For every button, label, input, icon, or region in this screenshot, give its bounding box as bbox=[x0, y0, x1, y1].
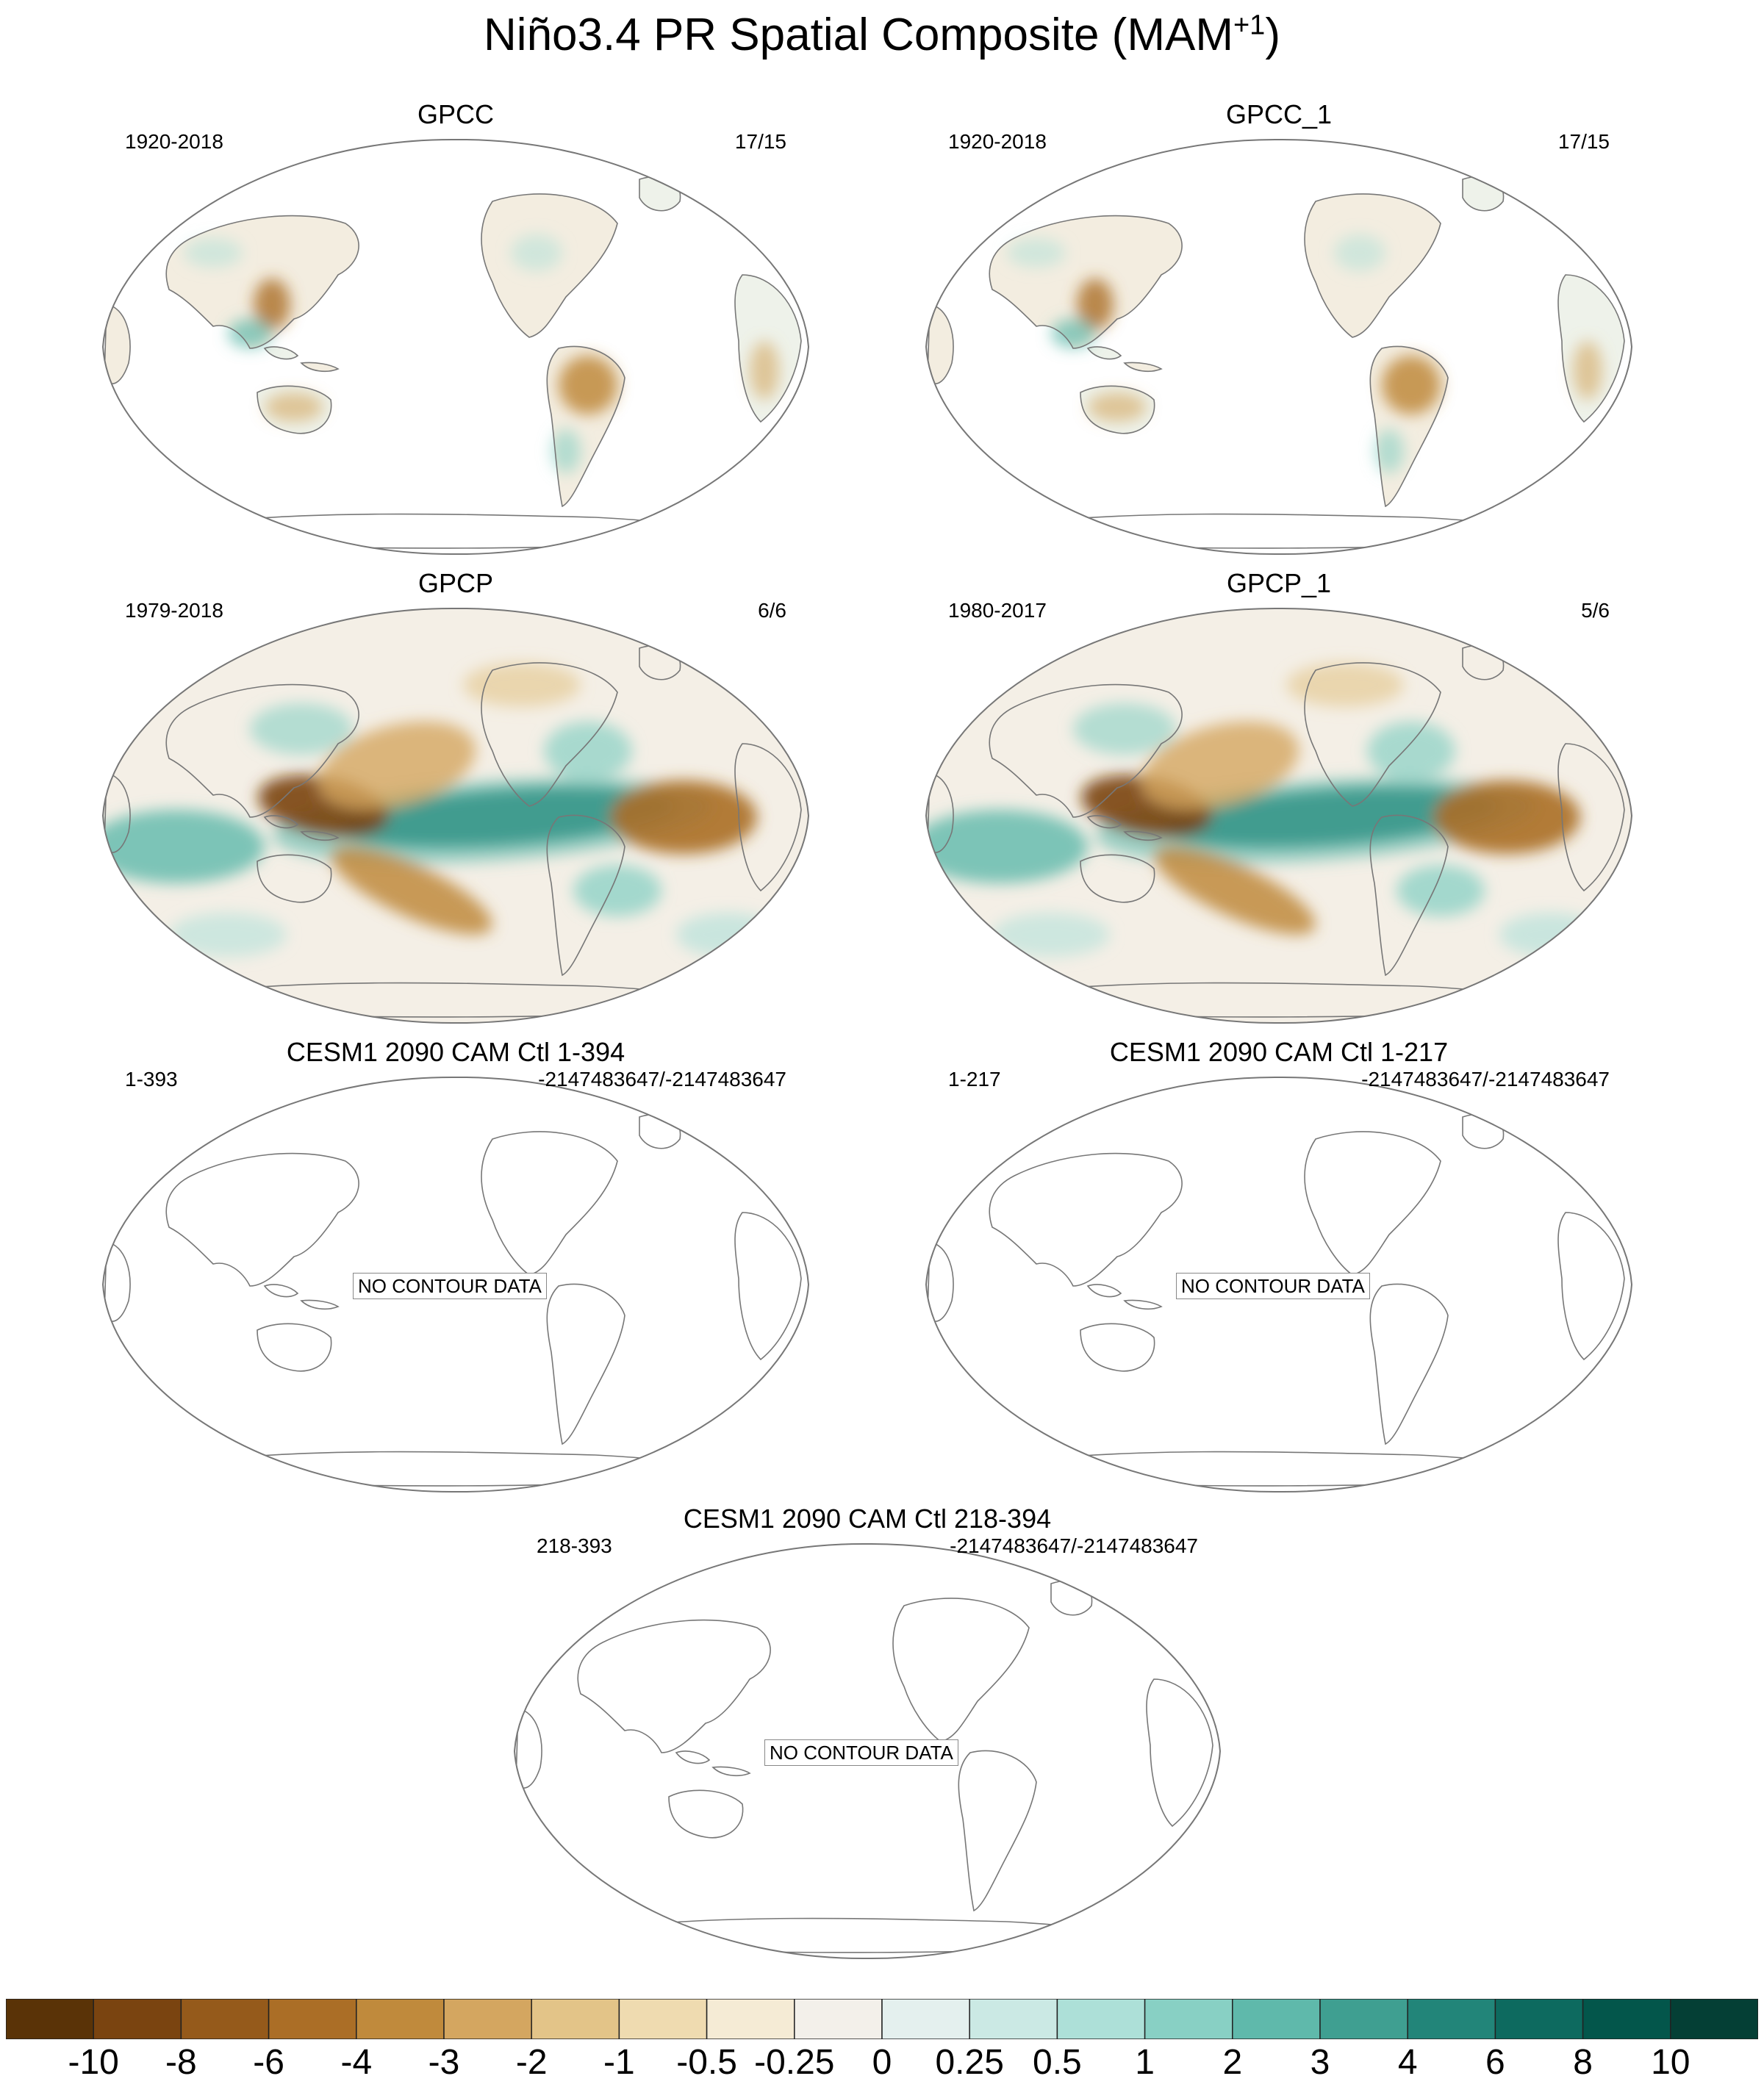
panel-period: 1980-2017 bbox=[948, 599, 1047, 622]
map-border bbox=[101, 138, 810, 556]
map-gpcp1 bbox=[925, 607, 1633, 1024]
colorbar-tick-label: 1 bbox=[1135, 2043, 1155, 2082]
map-cesm-c bbox=[513, 1542, 1222, 1960]
map-panel-gpcc: GPCC 1920-2018 17/15 bbox=[81, 98, 831, 566]
colorbar-tick-label: 3 bbox=[1310, 2043, 1330, 2082]
map-field bbox=[927, 176, 1625, 549]
colorbar-tick-label: 10 bbox=[1651, 2043, 1690, 2082]
colorbar-swatch bbox=[706, 1999, 795, 2039]
map-panel-gpcp: GPCP 1979-2018 6/6 bbox=[81, 567, 831, 1035]
map-field bbox=[103, 608, 808, 1024]
panel-period: 218-393 bbox=[537, 1534, 612, 1557]
colorbar-swatch bbox=[1232, 1999, 1321, 2039]
colorbar-tick-label: 0 bbox=[872, 2043, 892, 2082]
colorbar-swatch bbox=[1319, 1999, 1408, 2039]
panel-period: 1-217 bbox=[948, 1068, 1001, 1091]
colorbar bbox=[6, 1999, 1758, 2039]
colorbar-swatch bbox=[6, 1999, 94, 2039]
colorbar-swatch bbox=[531, 1999, 620, 2039]
colorbar-swatch bbox=[93, 1999, 182, 2039]
map-panel-cesm-c: CESM1 2090 CAM Ctl 218-394 218-393 -214748… bbox=[492, 1503, 1242, 1970]
panel-count: -2147483647/-2147483647 bbox=[950, 1534, 1198, 1557]
map-border bbox=[925, 1076, 1633, 1493]
colorbar-tick-label: -0.5 bbox=[676, 2043, 737, 2082]
coastlines bbox=[515, 1580, 1213, 1953]
panel-count: -2147483647/-2147483647 bbox=[1361, 1068, 1610, 1091]
no-contour-data-label: NO CONTOUR DATA bbox=[1176, 1273, 1370, 1299]
panel-count: 17/15 bbox=[1557, 130, 1610, 153]
map-border bbox=[101, 1076, 810, 1493]
figure-title: Niño3.4 PR Spatial Composite (MAM+1) bbox=[484, 10, 1280, 60]
colorbar-swatch bbox=[881, 1999, 970, 2039]
map-panel-gpcc1: GPCC_1 1920-2018 17/15 bbox=[904, 98, 1654, 566]
colorbar-tick-label: -8 bbox=[165, 2043, 197, 2082]
map-gpcc1 bbox=[925, 138, 1633, 556]
colorbar-tick-label: -3 bbox=[428, 2043, 460, 2082]
panel-period: 1979-2018 bbox=[125, 599, 223, 622]
colorbar-swatch bbox=[1144, 1999, 1233, 2039]
colorbar-tick-label: -1 bbox=[603, 2043, 635, 2082]
colorbar-swatch bbox=[268, 1999, 357, 2039]
panel-count: 17/15 bbox=[734, 130, 786, 153]
colorbar-labels: -10 -8 -6 -4 -3 -2 -1 -0.5 -0.25 0 0.25 0.5 1 2 3 4 6 8 10 bbox=[6, 2043, 1758, 2087]
map-border bbox=[513, 1542, 1222, 1960]
panel-title: CESM1 2090 CAM Ctl 218-394 bbox=[683, 1504, 1052, 1534]
map-field bbox=[104, 176, 802, 549]
colorbar-tick-label: 2 bbox=[1222, 2043, 1243, 2082]
no-contour-data-label: NO CONTOUR DATA bbox=[764, 1739, 958, 1766]
map-border bbox=[101, 607, 810, 1024]
map-panel-cesm-b: CESM1 2090 CAM Ctl 1-217 1-217 -2147483647… bbox=[904, 1036, 1654, 1504]
colorbar-tick-label: -0.25 bbox=[754, 2043, 835, 2082]
map-field bbox=[515, 1580, 1213, 1953]
colorbar-swatch bbox=[1670, 1999, 1758, 2039]
colorbar-tick-label: -6 bbox=[253, 2043, 284, 2082]
panel-count: -2147483647/-2147483647 bbox=[538, 1068, 786, 1091]
colorbar-tick-label: 8 bbox=[1573, 2043, 1593, 2082]
map-gpcp bbox=[101, 607, 810, 1024]
colorbar-swatch bbox=[443, 1999, 532, 2039]
coastlines bbox=[104, 176, 802, 549]
panel-period: 1-393 bbox=[125, 1068, 178, 1091]
map-panel-cesm-a: CESM1 2090 CAM Ctl 1-394 1-393 -2147483647… bbox=[81, 1036, 831, 1504]
map-cesm-a bbox=[101, 1076, 810, 1493]
colorbar-swatch bbox=[1582, 1999, 1671, 2039]
colorbar-tick-label: 0.25 bbox=[935, 2043, 1004, 2082]
map-border bbox=[925, 607, 1633, 1024]
colorbar-swatch bbox=[969, 1999, 1058, 2039]
panel-title: GPCC_1 bbox=[1225, 99, 1333, 129]
colorbar-tick-label: -10 bbox=[68, 2043, 119, 2082]
colorbar-swatch bbox=[1407, 1999, 1496, 2039]
panel-count: 6/6 bbox=[758, 599, 786, 622]
colorbar-swatch bbox=[618, 1999, 708, 2039]
colorbar-tick-label: -4 bbox=[340, 2043, 373, 2082]
map-border bbox=[925, 138, 1633, 556]
colorbar-swatch bbox=[1494, 1999, 1584, 2039]
colorbar-swatch bbox=[180, 1999, 270, 2039]
panel-title: GPCP bbox=[417, 568, 494, 598]
map-cesm-b bbox=[925, 1076, 1633, 1493]
map-field bbox=[926, 608, 1632, 1024]
panel-title: CESM1 2090 CAM Ctl 1-394 bbox=[286, 1037, 625, 1067]
panel-title: GPCC bbox=[417, 99, 494, 129]
colorbar-swatch bbox=[794, 1999, 883, 2039]
panel-title: CESM1 2090 CAM Ctl 1-217 bbox=[1109, 1037, 1449, 1067]
colorbar-swatch bbox=[356, 1999, 445, 2039]
colorbar-tick-label: 6 bbox=[1485, 2043, 1505, 2082]
map-panel-gpcp1: GPCP_1 1980-2017 5/6 bbox=[904, 567, 1654, 1035]
panel-period: 1920-2018 bbox=[948, 130, 1047, 153]
colorbar-tick-label: 0.5 bbox=[1033, 2043, 1082, 2082]
panel-count: 5/6 bbox=[1581, 599, 1610, 622]
colorbar-swatch bbox=[1056, 1999, 1146, 2039]
panel-period: 1920-2018 bbox=[125, 130, 223, 153]
map-gpcc bbox=[101, 138, 810, 556]
colorbar-tick-label: -2 bbox=[515, 2043, 548, 2082]
no-contour-data-label: NO CONTOUR DATA bbox=[353, 1273, 547, 1299]
colorbar-tick-label: 4 bbox=[1397, 2043, 1418, 2082]
panel-title: GPCP_1 bbox=[1226, 568, 1332, 598]
